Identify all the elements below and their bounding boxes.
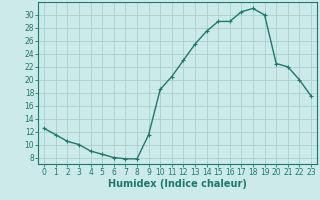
X-axis label: Humidex (Indice chaleur): Humidex (Indice chaleur) xyxy=(108,179,247,189)
